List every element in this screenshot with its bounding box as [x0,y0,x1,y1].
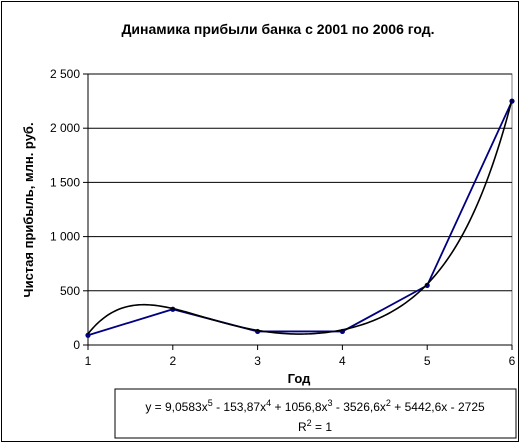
eq-exp: 5 [208,398,213,408]
plot-area [87,73,513,346]
x-tick-label: 3 [254,354,261,368]
trendline [87,99,513,335]
y-tick-label: 0 [73,338,80,352]
x-tick-label: 5 [424,354,431,368]
y-axis-label: Чистая прибыль, млн. руб. [21,122,36,297]
y-tick-label: 2 500 [50,67,80,81]
x-tick-label: 4 [339,354,346,368]
x-tick-label: 2 [169,354,176,368]
r2-part: = 1 [312,420,333,434]
r2-exp: 2 [307,418,312,428]
eq-part: - 153,87x [213,400,266,414]
trendline-equation: y = 9,0583x5 - 153,87x4 + 1056,8x3 - 352… [145,398,485,414]
y-tick-label: 1 500 [50,175,80,189]
gridlines [88,73,512,292]
r2-part: R [298,420,307,434]
y-tick-label: 1 000 [50,230,80,244]
x-axis-label: Год [288,371,311,386]
equation-box [114,388,517,439]
series-line [87,100,513,337]
data-point [85,332,91,338]
x-ticks: 1 2 3 4 5 6 [85,345,516,368]
eq-exp: 3 [328,398,333,408]
data-point [424,282,430,288]
r-squared: R2 = 1 [298,418,332,434]
x-tick-label: 1 [85,354,92,368]
eq-part: + 1056,8x [271,400,327,414]
eq-exp: 4 [266,398,271,408]
y-tick-label: 500 [60,284,80,298]
y-tick-label: 2 000 [50,121,80,135]
eq-exp: 2 [386,398,391,408]
eq-part: + 5442,6x - 2725 [391,400,485,414]
eq-part: y = 9,0583x [145,400,207,414]
x-tick-label: 6 [509,354,516,368]
eq-part: - 3526,6x [333,400,386,414]
trendline-curve [87,99,513,335]
y-ticks: 0 500 1 000 1 500 2 000 2 500 [50,67,88,352]
chart-title: Динамика прибыли банка с 2001 по 2006 го… [121,21,434,37]
